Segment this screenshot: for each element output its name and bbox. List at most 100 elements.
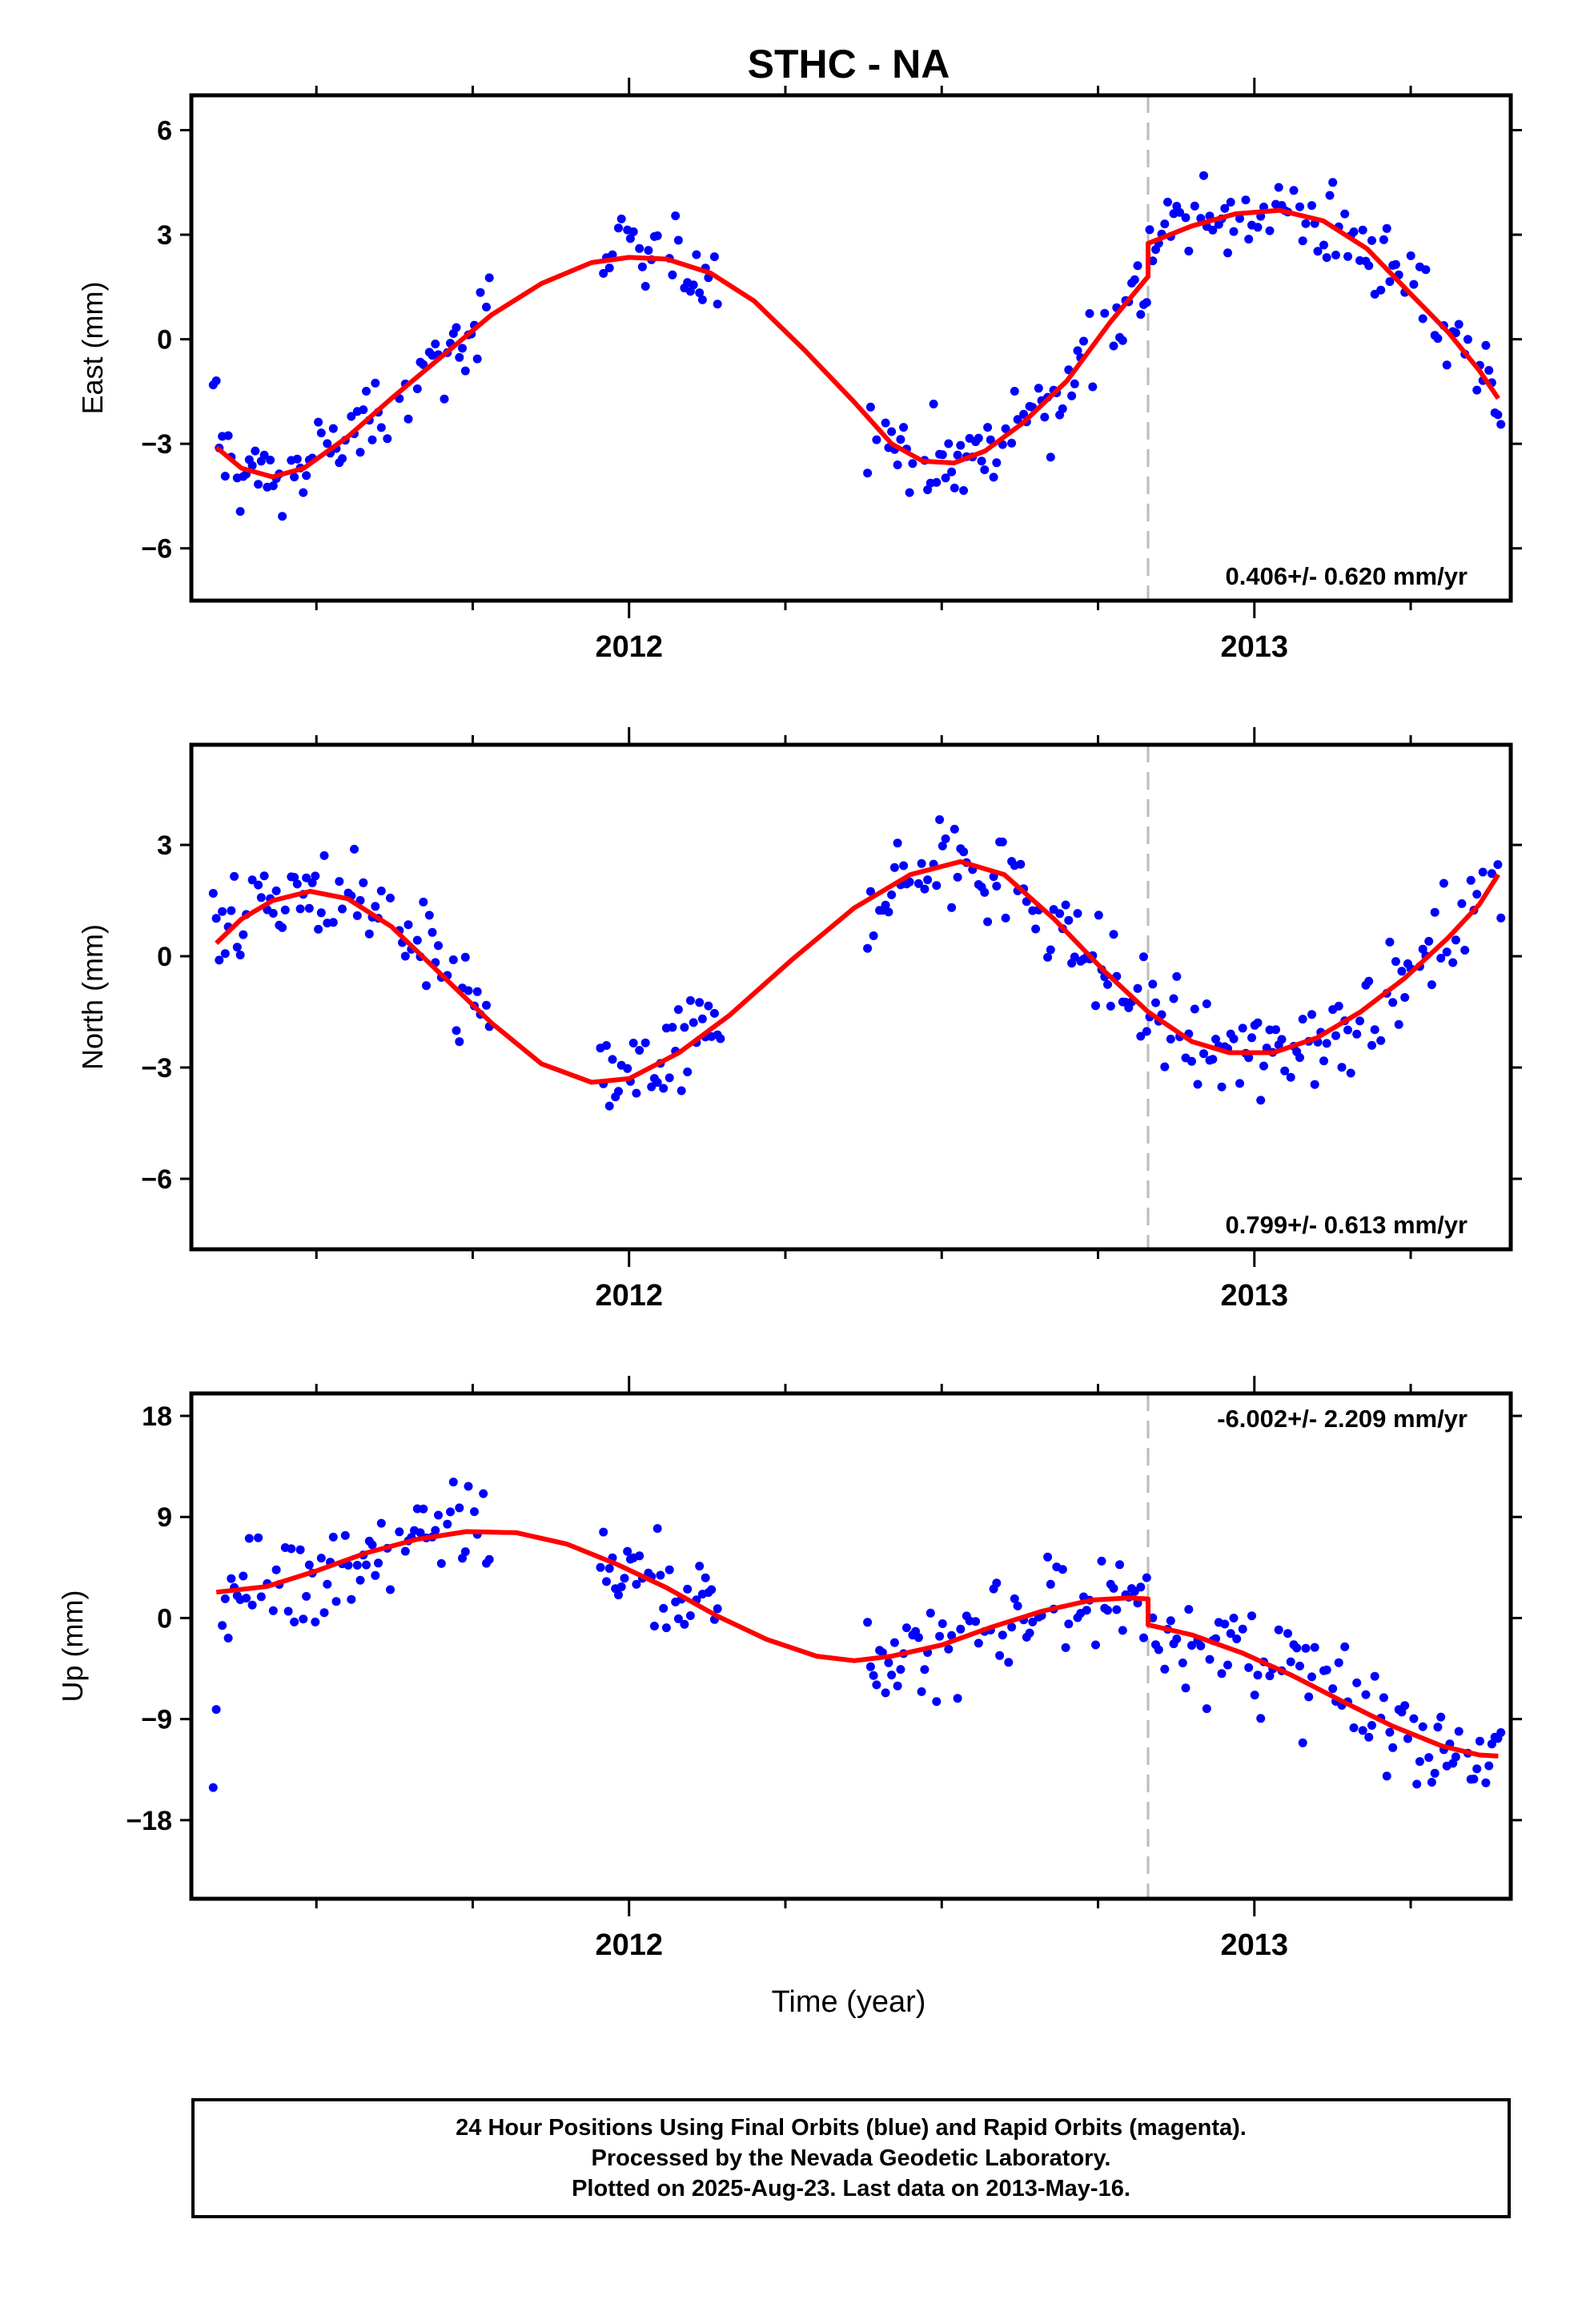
data-point: [695, 288, 705, 298]
data-point: [371, 902, 380, 911]
data-point: [673, 235, 683, 245]
data-point: [1493, 410, 1503, 420]
data-point: [887, 1671, 897, 1680]
data-point: [338, 454, 347, 464]
data-point: [1427, 1778, 1436, 1787]
data-point: [953, 450, 962, 460]
data-point: [1286, 1072, 1295, 1082]
data-point: [926, 1608, 935, 1618]
data-point: [460, 952, 470, 962]
data-point: [1448, 958, 1458, 967]
data-point: [1442, 360, 1452, 370]
data-point: [1427, 980, 1436, 990]
data-point: [1001, 424, 1010, 433]
data-point: [887, 427, 897, 436]
data-point: [235, 951, 245, 959]
data-point: [1007, 438, 1017, 448]
x-tick-label: 2013: [1220, 1928, 1288, 1962]
data-point: [1400, 1701, 1410, 1711]
data-point: [239, 930, 248, 939]
data-point: [472, 987, 482, 996]
data-point: [1304, 1692, 1314, 1702]
data-point: [1433, 334, 1443, 344]
data-point: [295, 904, 305, 914]
data-point: [1088, 382, 1098, 392]
data-point: [1487, 1739, 1496, 1749]
data-point: [1112, 1605, 1122, 1614]
data-point: [599, 1527, 608, 1537]
data-point: [355, 1575, 365, 1585]
data-point: [971, 1617, 981, 1626]
data-point: [1166, 1616, 1175, 1626]
data-point: [1223, 248, 1232, 258]
data-point: [218, 1621, 227, 1630]
data-point: [1082, 1606, 1091, 1615]
data-point: [1046, 452, 1055, 462]
data-point: [1385, 277, 1395, 287]
data-point: [923, 875, 933, 885]
data-point: [977, 456, 986, 466]
data-point: [247, 460, 257, 470]
data-point: [422, 981, 431, 991]
data-point: [1229, 227, 1239, 236]
data-point: [652, 231, 662, 240]
data-point: [1064, 915, 1074, 925]
data-point: [716, 1034, 725, 1043]
data-point: [707, 1585, 717, 1594]
data-point: [290, 472, 299, 482]
data-point: [635, 1551, 644, 1561]
data-point: [920, 884, 930, 894]
data-point: [1433, 1723, 1443, 1732]
data-point: [889, 862, 899, 872]
data-point: [1298, 1015, 1307, 1024]
data-point: [1331, 251, 1340, 259]
data-point: [695, 998, 705, 1007]
data-point: [992, 1578, 1002, 1588]
data-point: [689, 280, 698, 290]
data-point: [484, 273, 494, 283]
data-point: [1421, 265, 1431, 275]
data-point: [1367, 1040, 1376, 1050]
y-tick-label: −6: [141, 1164, 172, 1195]
data-point: [899, 423, 909, 432]
data-point: [1103, 1606, 1112, 1615]
data-point: [872, 435, 881, 444]
data-point: [905, 877, 914, 887]
data-point: [1472, 385, 1482, 395]
data-point: [713, 300, 722, 309]
data-point: [1055, 909, 1065, 919]
data-point: [1496, 1728, 1506, 1737]
data-point: [884, 1658, 893, 1667]
data-point: [1160, 219, 1170, 229]
data-point: [1133, 983, 1142, 993]
data-point: [434, 1510, 443, 1520]
y-tick-label: −3: [141, 1053, 172, 1084]
data-point: [1496, 420, 1506, 429]
data-point: [1202, 1704, 1211, 1714]
data-point: [697, 1014, 707, 1023]
data-point: [211, 914, 221, 923]
data-point: [1184, 247, 1194, 255]
data-point: [1148, 1613, 1158, 1622]
data-point: [938, 450, 947, 460]
data-point: [302, 471, 311, 480]
data-point: [1250, 1691, 1259, 1700]
data-point: [1211, 1035, 1220, 1044]
data-point: [479, 1489, 488, 1498]
data-point: [893, 1681, 902, 1691]
data-point: [998, 837, 1007, 846]
data-point: [1160, 1062, 1170, 1072]
y-tick-label: −18: [126, 1806, 172, 1836]
x-tick-label: 2013: [1220, 630, 1288, 664]
data-point: [211, 1705, 221, 1715]
data-point: [683, 1584, 693, 1594]
data-point: [1172, 971, 1182, 981]
data-point: [1400, 993, 1410, 1002]
data-point: [376, 423, 386, 432]
data-point: [947, 1630, 957, 1640]
footer-line-3: Plotted on 2025-Aug-23. Last data on 201…: [572, 2176, 1130, 2201]
data-point: [1286, 1657, 1295, 1667]
data-point: [893, 838, 902, 848]
data-point: [1319, 1056, 1328, 1066]
data-point: [352, 1561, 362, 1570]
